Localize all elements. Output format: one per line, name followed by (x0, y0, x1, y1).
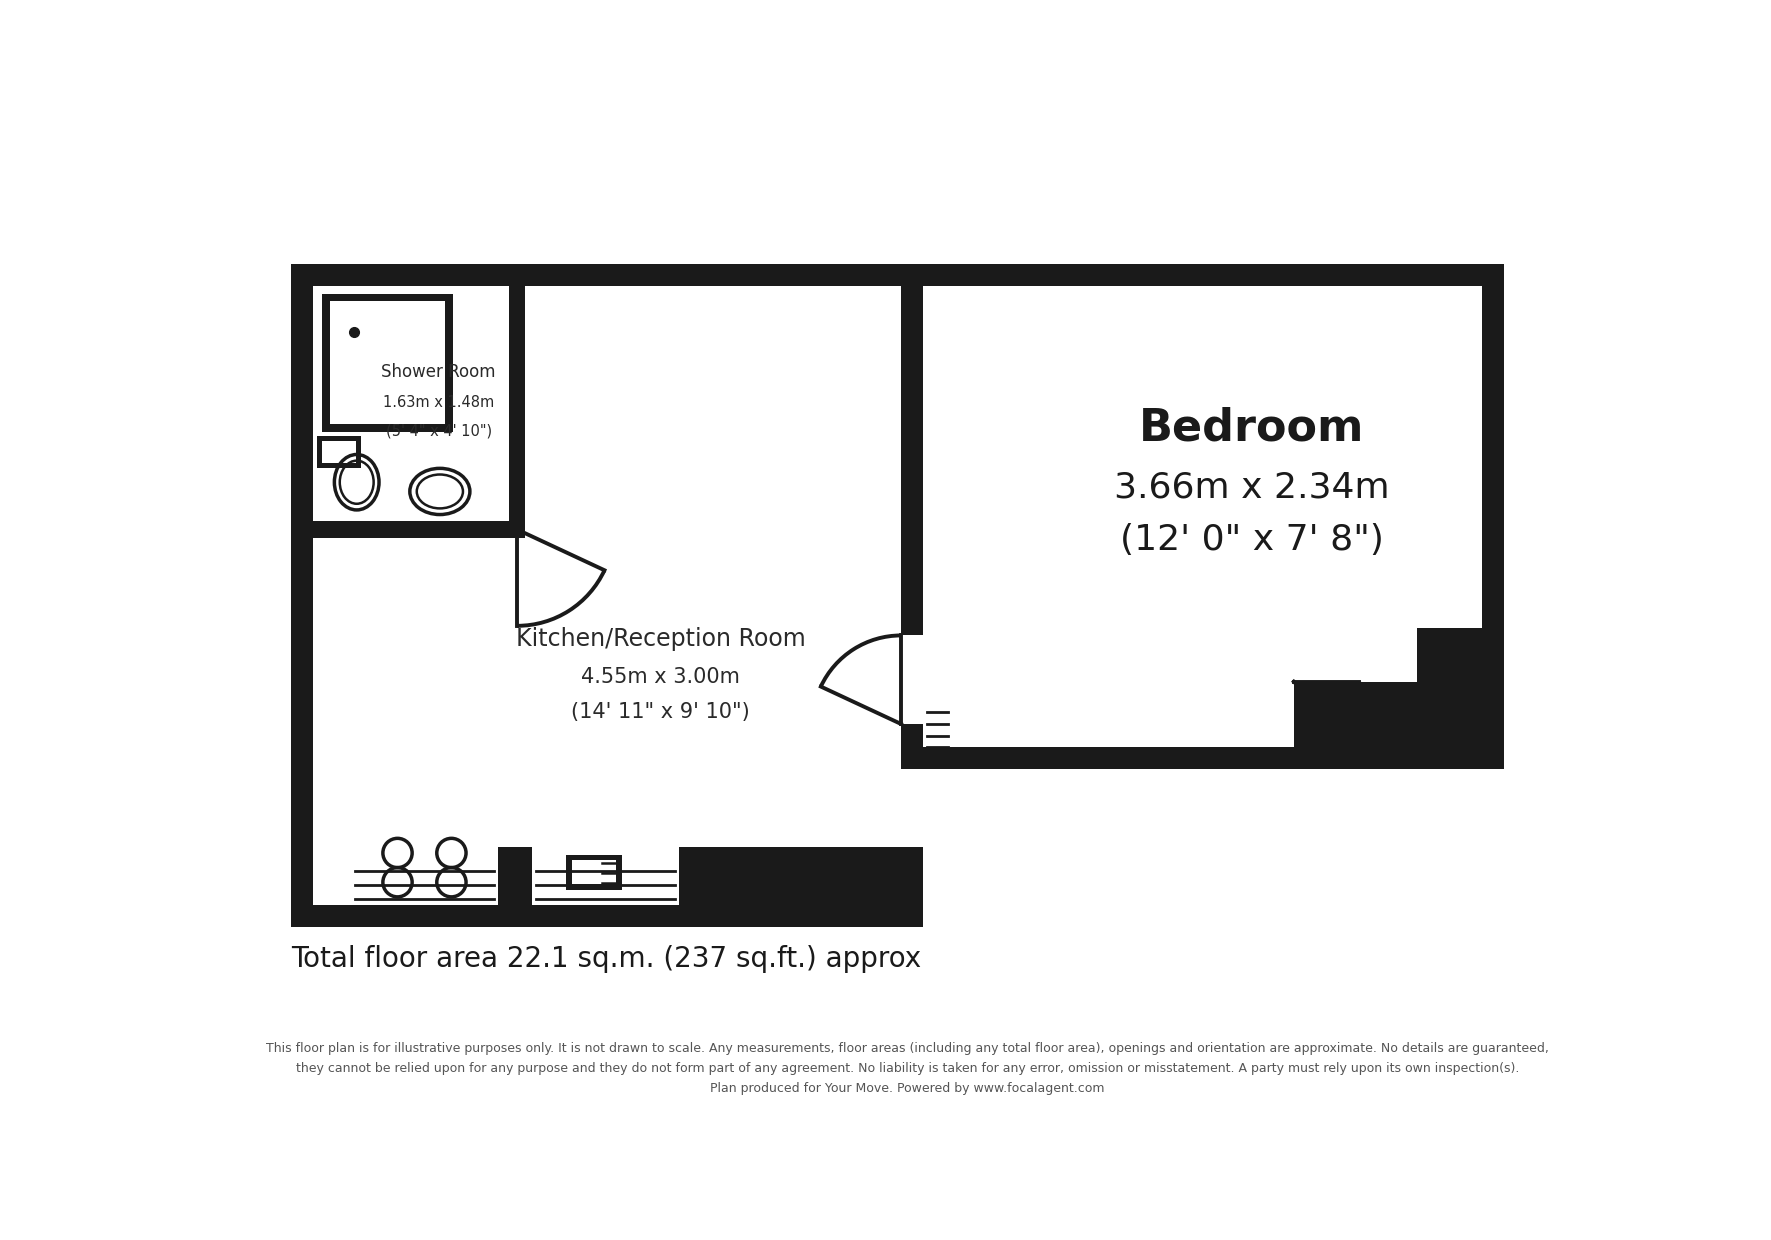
Text: This floor plan is for illustrative purposes only. It is not drawn to scale. Any: This floor plan is for illustrative purp… (266, 1042, 1550, 1055)
Bar (901, 577, 923, 635)
Bar (498, 847, 533, 926)
Bar (322, 294, 453, 433)
Bar (290, 905, 923, 926)
Text: (5' 4" x 4' 10"): (5' 4" x 4' 10") (386, 424, 492, 439)
Text: Plan produced for Your Move. Powered by www.focalagent.com: Plan produced for Your Move. Powered by … (710, 1081, 1105, 1095)
Bar (508, 286, 526, 538)
Bar (1482, 264, 1504, 769)
Text: Bedroom: Bedroom (1139, 407, 1364, 449)
Bar (901, 724, 923, 769)
Text: Kitchen/Reception Room: Kitchen/Reception Room (515, 626, 806, 651)
Bar (317, 436, 361, 469)
Text: 4.55m x 3.00m: 4.55m x 3.00m (581, 667, 740, 687)
Bar (1295, 682, 1482, 746)
Bar (290, 264, 313, 926)
Text: 1.63m x 1.48m: 1.63m x 1.48m (383, 396, 494, 410)
Bar (290, 264, 1504, 286)
Bar (313, 905, 351, 926)
Text: 3.66m x 2.34m: 3.66m x 2.34m (1114, 470, 1390, 505)
Bar (923, 746, 1504, 769)
Bar (351, 847, 498, 905)
Bar (572, 861, 616, 884)
Bar (567, 854, 622, 889)
Bar (901, 286, 923, 577)
Bar (322, 441, 356, 463)
Bar (533, 847, 678, 905)
Bar (533, 905, 678, 926)
Text: (14' 11" x 9' 10"): (14' 11" x 9' 10") (572, 702, 751, 722)
Text: Total floor area 22.1 sq.m. (237 sq.ft.) approx: Total floor area 22.1 sq.m. (237 sq.ft.)… (290, 945, 921, 973)
Text: Shower Room: Shower Room (381, 363, 496, 381)
Bar (678, 847, 923, 926)
Bar (351, 905, 498, 926)
Text: they cannot be relied upon for any purpose and they do not form part of any agre: they cannot be relied upon for any purpo… (296, 1061, 1520, 1075)
Bar (329, 301, 445, 424)
Bar (1417, 627, 1482, 682)
Text: (12' 0" x 7' 8"): (12' 0" x 7' 8") (1119, 522, 1383, 557)
Bar (313, 522, 526, 538)
